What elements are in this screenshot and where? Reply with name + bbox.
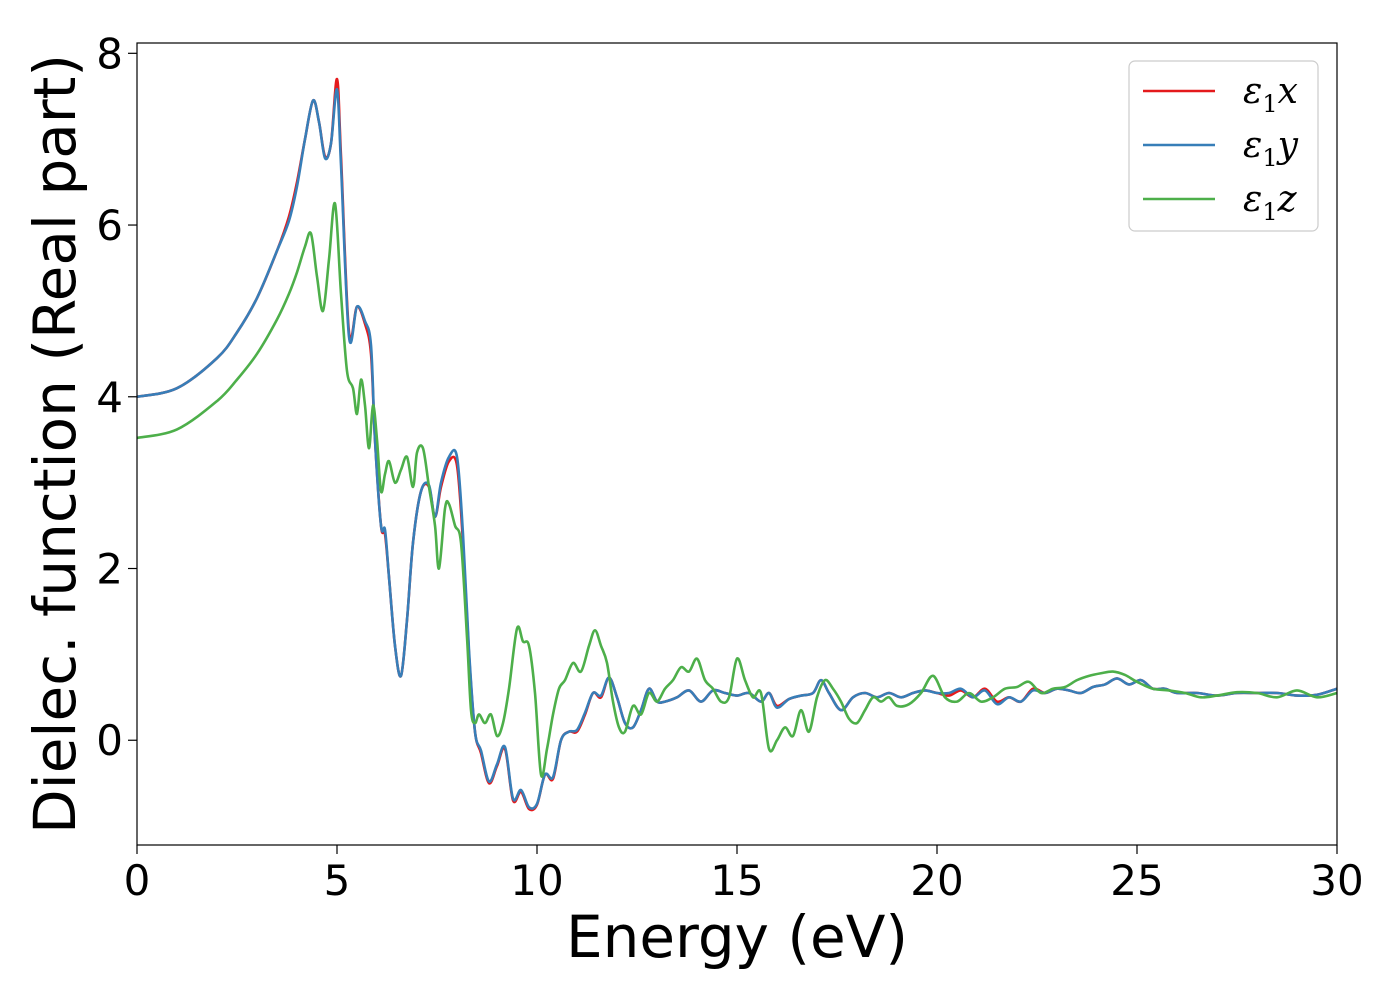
legend-label-base: ε [1243, 71, 1262, 112]
legend-label-y: ε1y [1243, 125, 1299, 172]
x-tick-label: 30 [1310, 856, 1363, 905]
x-tick-label: 25 [1110, 856, 1163, 905]
series-layer [137, 77, 1337, 812]
x-tick-label: 5 [324, 856, 351, 905]
legend-label-suffix: z [1277, 179, 1298, 220]
legend-label-base: ε [1243, 179, 1262, 220]
x-axis: 0 5 10 15 20 25 30 [124, 845, 1364, 905]
series-line-z [137, 202, 1337, 778]
legend-label-subscript: 1 [1262, 90, 1277, 118]
y-tick-label: 2 [96, 545, 123, 594]
x-tick-label: 15 [710, 856, 763, 905]
y-tick-label: 4 [96, 373, 123, 422]
legend-label-subscript: 1 [1262, 198, 1277, 226]
x-tick-label: 0 [124, 856, 151, 905]
y-tick-label: 6 [96, 201, 123, 250]
legend-box [1128, 60, 1319, 232]
x-axis-label: Energy (eV) [566, 903, 908, 971]
legend-label-subscript: 1 [1262, 144, 1277, 172]
y-axis-label: Dielec. function (Real part) [21, 54, 89, 834]
legend-label-base: ε [1243, 125, 1262, 166]
legend-label-z: ε1z [1243, 179, 1298, 226]
y-tick-label: 8 [96, 29, 123, 78]
y-tick-label: 0 [96, 716, 123, 765]
x-tick-label: 10 [510, 856, 563, 905]
legend-label-suffix: x [1278, 71, 1298, 112]
legend-label-x: ε1x [1243, 71, 1298, 118]
y-axis: 0 2 4 6 8 [96, 29, 137, 765]
legend-label-suffix: y [1276, 125, 1299, 166]
x-tick-label: 20 [910, 856, 963, 905]
